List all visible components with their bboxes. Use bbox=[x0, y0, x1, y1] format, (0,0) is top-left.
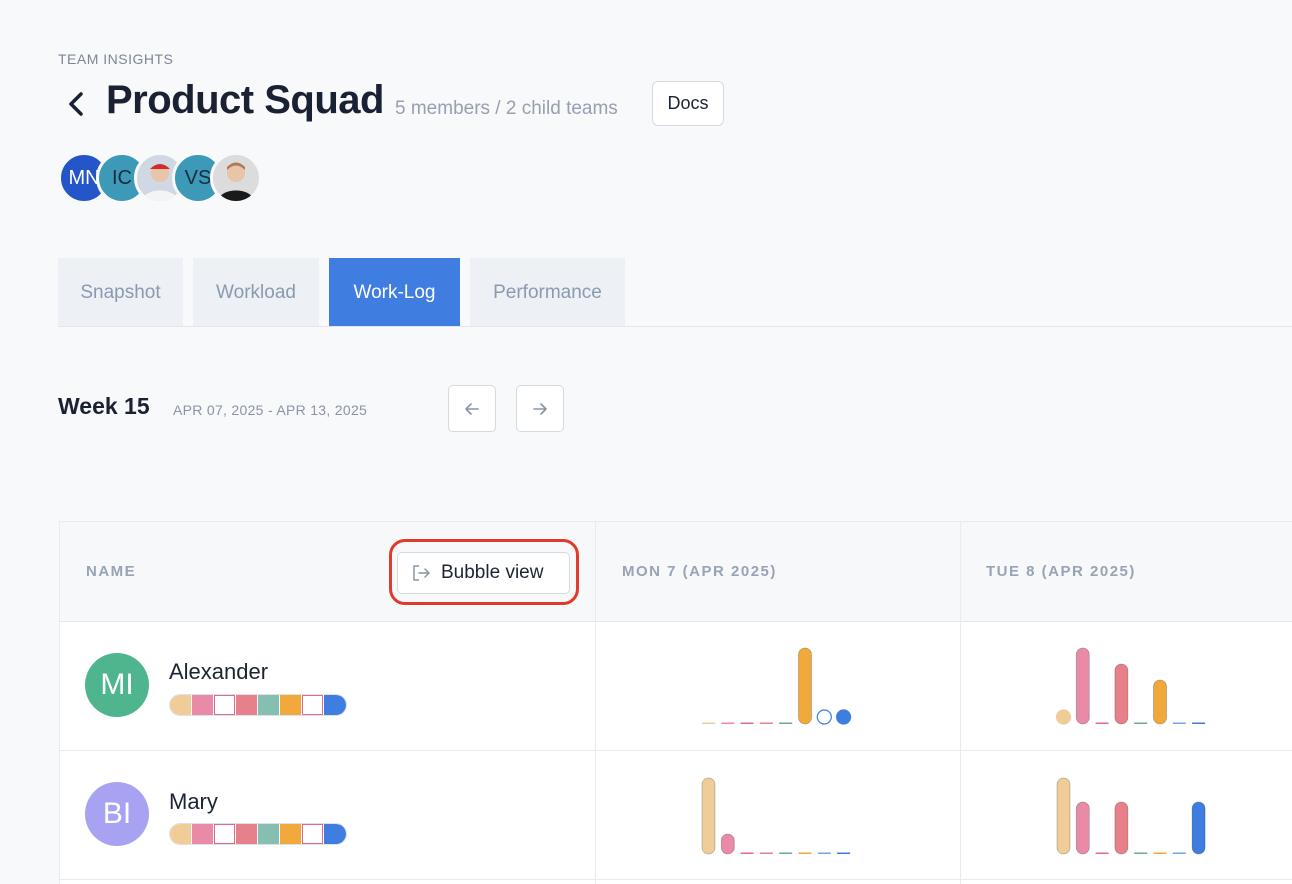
legend-segment bbox=[324, 824, 346, 844]
column-divider bbox=[960, 522, 961, 884]
week-range: APR 07, 2025 - APR 13, 2025 bbox=[173, 402, 368, 418]
activity-bar bbox=[1114, 663, 1129, 725]
empty-marker bbox=[798, 852, 812, 854]
day-activity-chart bbox=[702, 647, 852, 725]
name-column-header: NAME bbox=[86, 563, 137, 580]
empty-marker bbox=[1095, 852, 1109, 854]
empty-marker bbox=[837, 852, 851, 854]
legend-segment bbox=[302, 695, 324, 715]
legend-segment bbox=[214, 824, 236, 844]
legend-segment bbox=[170, 695, 192, 715]
legend-segment bbox=[170, 824, 192, 844]
work-type-legend bbox=[169, 694, 347, 716]
arrow-right-icon bbox=[533, 402, 547, 415]
tab-underline bbox=[58, 326, 1292, 327]
empty-marker bbox=[779, 722, 793, 724]
legend-segment bbox=[236, 695, 258, 715]
legend-segment bbox=[236, 824, 258, 844]
back-arrow-icon[interactable] bbox=[66, 92, 88, 116]
table-header bbox=[60, 522, 1292, 622]
day-activity-chart bbox=[1055, 647, 1206, 725]
member-name: Mary bbox=[169, 789, 218, 814]
activity-bar bbox=[1153, 679, 1167, 725]
activity-bar bbox=[1191, 801, 1206, 855]
tab-performance[interactable]: Performance bbox=[470, 258, 625, 327]
avatar: BI bbox=[85, 782, 149, 846]
empty-marker bbox=[1153, 852, 1167, 854]
activity-dot bbox=[836, 709, 852, 725]
activity-bar bbox=[798, 647, 812, 725]
empty-marker bbox=[1192, 722, 1206, 724]
day-activity-chart bbox=[1056, 777, 1206, 855]
member-avatars: MN IC VS bbox=[58, 152, 268, 204]
next-week-button[interactable] bbox=[516, 385, 564, 432]
empty-marker bbox=[740, 852, 754, 854]
legend-segment bbox=[192, 695, 214, 715]
day-column-header: MON 7 (APR 2025) bbox=[622, 563, 777, 580]
activity-bar bbox=[1075, 801, 1090, 855]
legend-segment bbox=[280, 824, 302, 844]
empty-marker bbox=[1134, 722, 1148, 724]
activity-dot bbox=[1055, 709, 1072, 725]
avatar-initials: BI bbox=[102, 797, 132, 830]
empty-marker bbox=[1095, 722, 1109, 724]
empty-marker bbox=[817, 852, 831, 854]
activity-bar bbox=[720, 833, 735, 855]
row-divider bbox=[60, 750, 1292, 751]
activity-bar bbox=[1056, 777, 1071, 855]
activity-dot bbox=[816, 709, 832, 725]
work-type-legend bbox=[169, 823, 347, 845]
bubble-view-label: Bubble view bbox=[441, 562, 544, 583]
docs-button[interactable]: Docs bbox=[652, 81, 724, 126]
tab-work-log[interactable]: Work-Log bbox=[329, 258, 460, 327]
member-photo-avatar[interactable] bbox=[134, 152, 186, 204]
column-divider bbox=[595, 522, 596, 884]
empty-marker bbox=[721, 722, 735, 724]
legend-segment bbox=[324, 695, 346, 715]
empty-marker bbox=[740, 722, 754, 724]
work-log-table: NAME MON 7 (APR 2025) TUE 8 (APR 2025) B… bbox=[59, 521, 1292, 884]
activity-bar bbox=[1075, 647, 1090, 725]
exit-icon bbox=[413, 565, 430, 581]
tab-snapshot[interactable]: Snapshot bbox=[58, 258, 183, 327]
tab-workload[interactable]: Workload bbox=[193, 258, 319, 327]
week-title: Week 15 bbox=[58, 393, 150, 419]
legend-segment bbox=[214, 695, 236, 715]
empty-marker bbox=[759, 722, 773, 724]
legend-segment bbox=[302, 824, 324, 844]
previous-week-button[interactable] bbox=[448, 385, 496, 432]
member-photo-avatar[interactable] bbox=[210, 152, 262, 204]
empty-marker bbox=[779, 852, 793, 854]
row-divider bbox=[60, 879, 1292, 880]
member-name: Alexander bbox=[169, 659, 269, 684]
activity-bar bbox=[1114, 801, 1129, 855]
empty-marker bbox=[702, 722, 715, 724]
arrow-left-icon bbox=[465, 402, 479, 415]
bubble-view-button[interactable]: Bubble view bbox=[397, 552, 570, 594]
legend-segment bbox=[258, 695, 280, 715]
page-eyebrow: TEAM INSIGHTS bbox=[58, 51, 174, 67]
empty-marker bbox=[1172, 852, 1186, 854]
page-title: Product Squad bbox=[106, 78, 384, 122]
legend-segment bbox=[192, 824, 214, 844]
day-column-header: TUE 8 (APR 2025) bbox=[986, 563, 1136, 580]
team-summary: 5 members / 2 child teams bbox=[395, 98, 618, 119]
avatar-initials: MI bbox=[100, 668, 134, 701]
empty-marker bbox=[1134, 852, 1148, 854]
empty-marker bbox=[759, 852, 773, 854]
day-activity-chart bbox=[701, 777, 851, 855]
activity-bar bbox=[701, 777, 716, 855]
legend-segment bbox=[258, 824, 280, 844]
avatar: MI bbox=[85, 653, 149, 717]
empty-marker bbox=[1172, 722, 1186, 724]
legend-segment bbox=[280, 695, 302, 715]
